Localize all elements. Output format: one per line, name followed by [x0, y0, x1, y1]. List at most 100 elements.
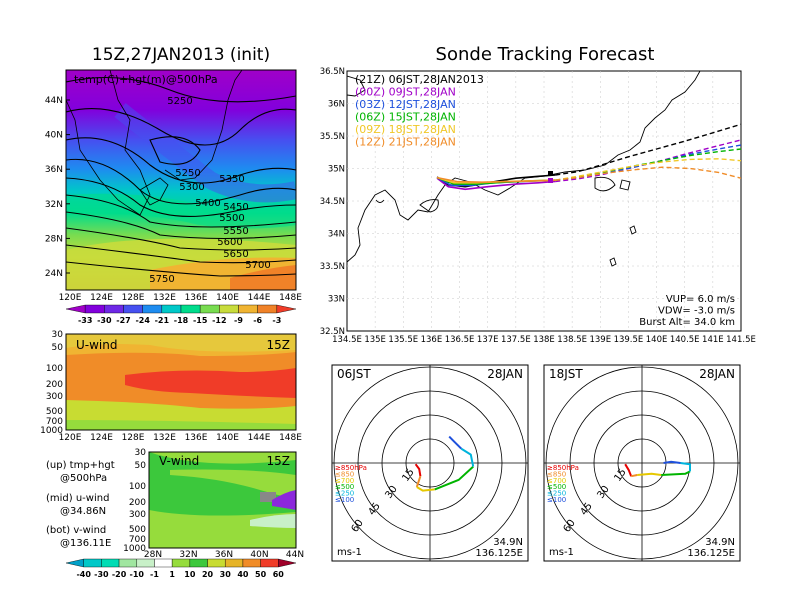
hodograph-pressure-level: ≤100	[547, 496, 566, 504]
temp-colorbar-swatch	[219, 304, 239, 314]
legend-entry: (06Z) 15JST,28JAN	[355, 111, 456, 124]
note-line2: @136.11E	[60, 538, 111, 549]
uwind-label: U-wind	[76, 338, 117, 352]
contour-label: 5350	[219, 174, 244, 185]
tracking-lon-tick: 140.5E	[670, 335, 700, 345]
hodograph-trace	[416, 486, 435, 492]
vwind-time: 15Z	[267, 454, 291, 468]
hodograph-trace	[661, 470, 691, 476]
tracking-lat-tick: 35N	[328, 165, 345, 175]
wind-colorbar-label: -20	[112, 570, 127, 579]
temp-colorbar-label: -27	[116, 316, 130, 325]
temp-colorbar-swatch	[276, 304, 297, 314]
legend-entry: (03Z) 12JST,28JAN	[355, 98, 456, 111]
note-line1: (bot) v-wind	[46, 525, 106, 536]
temp-colorbar-swatch	[180, 304, 201, 314]
wind-colorbar-label: -10	[130, 570, 145, 579]
legend-entry: (12Z) 21JST,28JAN	[355, 136, 456, 149]
vwind-p-tick: 700	[129, 535, 146, 545]
wind-colorbar-label: 60	[273, 570, 285, 579]
hodograph-time: 06JST	[337, 367, 371, 381]
temp-colorbar-swatch	[161, 304, 182, 314]
uwind-p-tick: 30	[52, 330, 64, 340]
temp-colorbar-label: -18	[174, 316, 189, 325]
contour-label: 5250	[167, 96, 192, 107]
wind-colorbar-swatch	[101, 558, 120, 568]
hodograph-trace	[624, 463, 633, 477]
vwind-p-tick: 30	[135, 448, 147, 458]
hodograph-pressure-level: ≤850	[547, 470, 566, 478]
hodograph-trace	[434, 465, 474, 491]
contour-label: 5700	[245, 260, 270, 271]
vwind-lat-tick: 40N	[250, 550, 268, 560]
wind-colorbar-swatch	[278, 558, 297, 568]
uwind-p-tick: 300	[46, 392, 63, 402]
track-lines	[436, 123, 741, 191]
tracking-lon-tick: 140E	[646, 335, 668, 345]
wind-colorbar-swatch	[189, 558, 208, 568]
legend-entry: (21Z) 06JST,28JAN2013	[355, 73, 484, 86]
tracking-lon-tick: 141E	[702, 335, 724, 345]
launch-marker-2	[548, 178, 553, 183]
track-extension	[555, 158, 741, 181]
map-lat-tick: 36N	[45, 165, 63, 175]
vwind-lat-tick: 32N	[179, 550, 197, 560]
uwind-panel	[66, 334, 296, 430]
tracking-lon-tick: 138.5E	[557, 335, 587, 345]
vwind-p-tick: 100	[129, 482, 146, 492]
map-lat-tick: 40N	[45, 131, 63, 141]
tracking-lon-tick: 135.5E	[388, 335, 418, 345]
temp-colorbar-swatch	[65, 304, 86, 314]
map-lon-tick: 148E	[279, 293, 302, 303]
map-lon-tick: 132E	[153, 293, 176, 303]
map-lon-tick: 120E	[59, 293, 82, 303]
wind-colorbar-label: 10	[184, 570, 196, 579]
tracking-lat-tick: 33.5N	[320, 262, 345, 272]
tracking-lon-tick: 141.5E	[726, 335, 756, 345]
map-frame	[65, 69, 297, 291]
tracking-lat-tick: 36.5N	[320, 67, 345, 77]
wind-colorbar-swatch	[136, 558, 155, 568]
wind-colorbar-label: 20	[202, 570, 214, 579]
hodograph-trace	[414, 463, 422, 477]
uwind-p-tick: 100	[46, 364, 63, 374]
legend-entry: (00Z) 09JST,28JAN	[355, 86, 456, 99]
temp-colorbar-label: -12	[212, 316, 226, 325]
map-lon-tick: 140E	[216, 293, 239, 303]
uwind-lon-tick: 140E	[216, 433, 239, 443]
wind-colorbar-label: 40	[237, 570, 249, 579]
tracking-lat-tick: 34.5N	[320, 197, 345, 207]
temp-colorbar-label: -33	[78, 316, 92, 325]
tracking-lon-tick: 136.5E	[445, 335, 475, 345]
uwind-p-tick: 50	[52, 343, 64, 353]
vwind-p-tick: 1000	[123, 544, 146, 554]
hodograph-trace	[663, 460, 681, 464]
hodograph-lon: 136.125E	[475, 548, 523, 559]
contour-label: 5400	[195, 198, 220, 209]
temp-colorbar-swatch	[123, 304, 143, 314]
hodograph-trace	[448, 435, 462, 450]
tracking-lat-tick: 33N	[328, 295, 345, 305]
map-lat-tick: 28N	[45, 234, 63, 244]
tracking-lon-tick: 138E	[533, 335, 555, 345]
map-lat-tick: 44N	[45, 96, 63, 106]
uwind-p-tick: 500	[46, 407, 63, 417]
uwind-p-tick: 1000	[40, 426, 63, 436]
track-line	[436, 177, 556, 191]
temp-colorbar-swatch	[199, 304, 220, 314]
tracking-lon-tick: 139.5E	[614, 335, 644, 345]
temp-colorbar-swatch	[84, 304, 105, 314]
tracking-lon-tick: 139E	[589, 335, 611, 345]
hodograph-pressure-level: ≤700	[335, 477, 354, 485]
track-extension	[555, 123, 741, 176]
note-line2: @500hPa	[60, 473, 107, 484]
temp-colorbar-label: -9	[234, 316, 243, 325]
hodograph-time: 18JST	[549, 367, 583, 381]
temp-colorbar-swatch	[142, 304, 163, 314]
left-title: 15Z,27JAN2013 (init)	[92, 45, 270, 65]
tracking-coastline	[347, 71, 701, 267]
tracking-param: Burst Alt= 34.0 km	[639, 317, 735, 328]
hodograph-pressure-level: ≤100	[335, 496, 354, 504]
map-lon-tick: 128E	[122, 293, 145, 303]
